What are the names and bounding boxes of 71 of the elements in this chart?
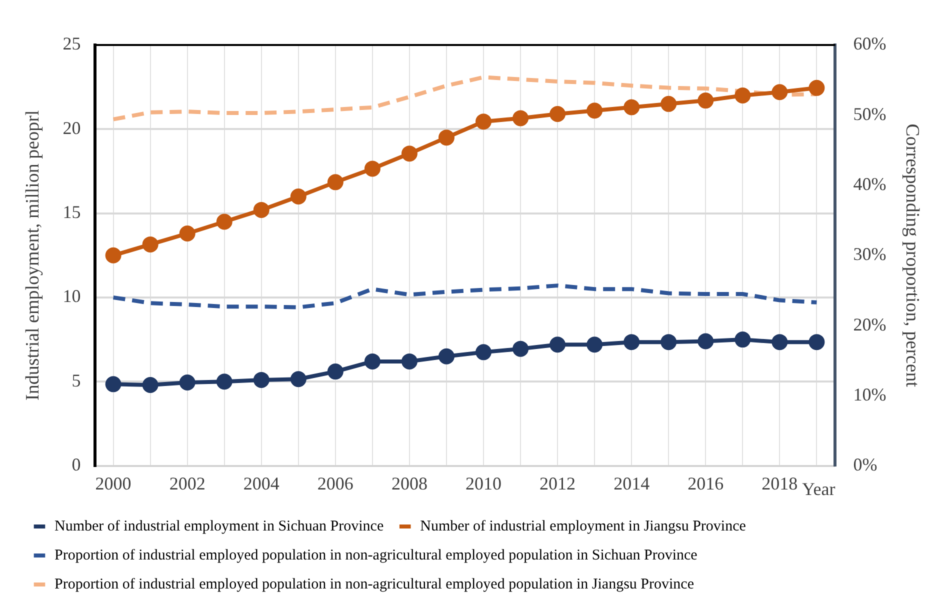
y-tick-label: 5 xyxy=(72,370,81,390)
x-tick-label: 2012 xyxy=(540,473,576,494)
y-tick-label: 10 xyxy=(62,286,81,306)
x-axis-title: Year xyxy=(802,478,836,499)
x-tick-label: 2016 xyxy=(688,473,724,494)
point xyxy=(698,333,714,350)
point xyxy=(105,247,122,264)
point xyxy=(216,214,232,230)
legend-label: Proportion of industrial employed population in non-agricultural employed population in Jiangsu Province xyxy=(54,576,694,592)
y2-axis-title: Corresponding proportion, percent xyxy=(902,124,923,388)
x-tick-label: 2008 xyxy=(391,473,428,494)
point xyxy=(179,226,196,242)
x-tick-label: 2002 xyxy=(169,473,206,494)
y2-tick-label: 20% xyxy=(853,314,886,334)
point xyxy=(550,106,566,122)
point xyxy=(253,202,270,218)
point xyxy=(438,348,454,364)
y-tick-label: 25 xyxy=(62,34,81,54)
point xyxy=(105,376,122,392)
y2-tick-label: 0% xyxy=(853,454,878,475)
point xyxy=(364,353,380,370)
x-tick-label: 2014 xyxy=(614,473,650,494)
point xyxy=(476,114,492,130)
point xyxy=(290,188,306,204)
point xyxy=(290,371,306,388)
legend-label: Number of industrial employment in Jiangsu Province xyxy=(420,518,746,534)
point xyxy=(179,374,196,390)
point xyxy=(808,334,825,350)
x-tick-label: 2006 xyxy=(317,473,354,494)
point xyxy=(624,99,640,116)
point xyxy=(586,336,603,353)
point xyxy=(772,84,788,100)
point xyxy=(660,334,677,350)
line-series xyxy=(111,284,819,310)
point xyxy=(216,374,232,390)
y2-tick-label: 40% xyxy=(853,174,886,194)
y-axis-title: Industrial employment, million peoprl xyxy=(22,110,44,401)
point xyxy=(550,336,566,353)
point xyxy=(253,372,270,388)
y2-tick-label: 10% xyxy=(853,384,886,404)
y2-tick-label: 30% xyxy=(853,244,886,264)
legend-label: Number of industrial employment in Sichuan Province xyxy=(54,518,384,534)
y2-tick-label: 60% xyxy=(853,34,886,54)
point xyxy=(512,110,529,126)
x-tick-label: 2010 xyxy=(466,473,502,494)
y-tick-label: 20 xyxy=(62,118,81,138)
legend-label: Proportion of industrial employed population in non-agricultural employed population in Sichuan Province xyxy=(54,547,698,564)
x-tick-label: 2000 xyxy=(95,473,132,494)
y-tick-label: 15 xyxy=(62,202,81,222)
point xyxy=(512,340,529,357)
point xyxy=(438,130,454,146)
point xyxy=(142,236,158,252)
y2-tick-label: 50% xyxy=(853,104,886,124)
point xyxy=(734,332,751,348)
point xyxy=(401,353,418,370)
x-tick-label: 2004 xyxy=(243,473,280,494)
point xyxy=(142,377,158,394)
point xyxy=(364,160,380,177)
point xyxy=(624,334,640,350)
point xyxy=(401,146,418,162)
point xyxy=(586,102,603,119)
y-tick-label: 0 xyxy=(72,454,81,475)
point xyxy=(698,92,714,109)
point xyxy=(808,80,825,96)
point xyxy=(772,334,788,350)
point xyxy=(476,344,492,360)
x-tick-label: 2018 xyxy=(762,473,798,494)
point xyxy=(327,174,344,190)
point xyxy=(660,96,677,112)
point xyxy=(734,87,751,104)
point xyxy=(327,364,344,380)
